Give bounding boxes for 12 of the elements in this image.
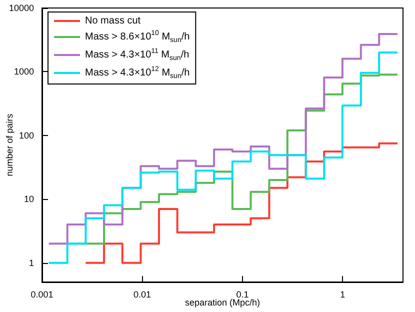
x-tick-label: 0.1 (236, 290, 249, 300)
y-tick-label: 1 (28, 258, 34, 268)
y-tick-label: 10 (24, 194, 34, 204)
x-tick-label: 0.01 (133, 290, 151, 300)
y-tick-label: 1000 (14, 66, 34, 77)
x-tick-label: 0.001 (30, 290, 54, 300)
x-axis-title: separation (Mpc/h) (184, 298, 260, 308)
y-tick-label: 10000 (8, 3, 34, 13)
x-tick-label: 1 (340, 290, 346, 300)
y-tick-label: 100 (18, 130, 34, 140)
y-axis-title: number of pairs (4, 113, 14, 176)
legend-label: No mass cut (85, 16, 141, 26)
